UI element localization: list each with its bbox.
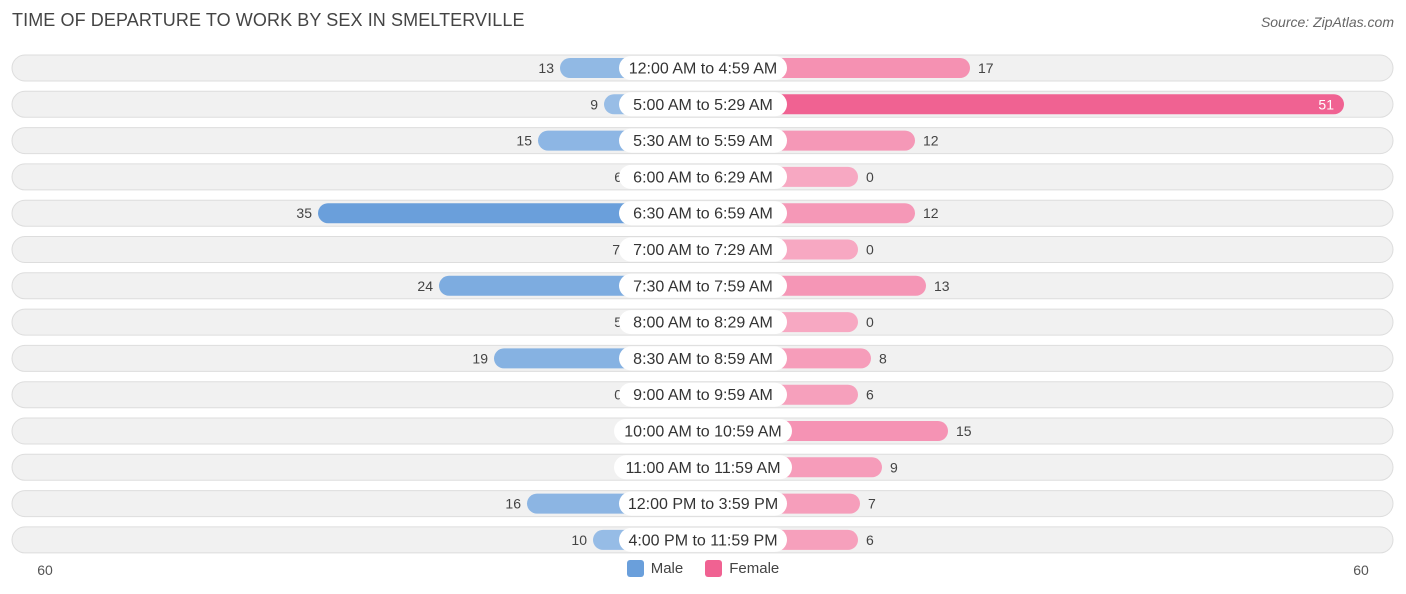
female-bar <box>703 94 1344 115</box>
female-value-label: 0 <box>866 242 874 258</box>
male-bar <box>318 203 703 224</box>
category-label: 12:00 PM to 3:59 PM <box>628 496 778 513</box>
male-value-label: 13 <box>538 60 554 76</box>
male-value-label: 35 <box>296 205 312 221</box>
legend-item-female[interactable]: Female <box>705 560 779 577</box>
male-value-label: 10 <box>571 532 587 548</box>
chart-title: TIME OF DEPARTURE TO WORK BY SEX IN SMEL… <box>12 10 525 30</box>
female-value-label: 6 <box>866 532 874 548</box>
category-label: 4:00 PM to 11:59 PM <box>628 532 777 549</box>
category-label: 9:00 AM to 9:59 AM <box>633 387 773 404</box>
male-value-label: 0 <box>614 387 622 403</box>
male-value-label: 16 <box>505 496 521 512</box>
legend-label-male: Male <box>650 560 684 577</box>
category-label-pill <box>619 128 787 153</box>
category-label: 5:00 AM to 5:29 AM <box>633 97 773 114</box>
female-value-label: 0 <box>866 314 874 330</box>
female-value-label: 13 <box>934 278 950 294</box>
category-label-pill <box>614 455 792 480</box>
category-label-pill <box>619 164 787 189</box>
female-value-label: 8 <box>879 350 887 366</box>
female-value-label: 51 <box>1318 96 1334 112</box>
male-value-label: 9 <box>590 96 598 112</box>
female-value-label: 17 <box>978 60 994 76</box>
category-label-pill <box>619 273 787 298</box>
male-value-label: 7 <box>612 242 620 258</box>
source-note: Source: ZipAtlas.com <box>1260 14 1394 30</box>
category-label-pill <box>619 346 787 371</box>
female-value-label: 12 <box>923 205 939 221</box>
category-label: 6:30 AM to 6:59 AM <box>633 206 773 223</box>
category-label-pill <box>619 237 787 262</box>
male-value-label: 24 <box>417 278 433 294</box>
female-value-label: 6 <box>866 387 874 403</box>
category-label: 8:30 AM to 8:59 AM <box>633 351 773 368</box>
legend-item-male[interactable]: Male <box>626 560 684 577</box>
category-label: 7:30 AM to 7:59 AM <box>633 278 773 295</box>
category-label-pill <box>619 92 787 117</box>
category-label-pill <box>619 56 787 80</box>
category-label-pill <box>614 419 792 443</box>
male-swatch <box>626 560 644 577</box>
legend-label-female: Female <box>729 560 780 577</box>
female-value-label: 0 <box>866 169 874 185</box>
category-label: 12:00 AM to 4:59 AM <box>629 61 778 78</box>
category-label: 10:00 AM to 10:59 AM <box>624 424 781 441</box>
legend: Male Female <box>0 560 1406 577</box>
category-label-pill <box>619 382 787 407</box>
category-label: 5:30 AM to 5:59 AM <box>633 133 773 150</box>
category-label-pill <box>619 201 787 226</box>
category-label-pill <box>619 527 787 552</box>
male-value-label: 19 <box>472 350 488 366</box>
axis-tick-left: 60 <box>37 562 53 578</box>
female-value-label: 15 <box>956 423 972 439</box>
category-label: 6:00 AM to 6:29 AM <box>633 169 773 186</box>
category-label-pill <box>619 310 787 335</box>
axis-tick-right: 60 <box>1353 562 1369 578</box>
female-value-label: 7 <box>868 496 876 512</box>
category-label: 8:00 AM to 8:29 AM <box>633 315 773 332</box>
female-value-label: 9 <box>890 459 898 475</box>
male-value-label: 5 <box>614 314 622 330</box>
male-value-label: 6 <box>614 169 622 185</box>
female-swatch <box>705 560 723 577</box>
category-label: 11:00 AM to 11:59 AM <box>625 460 780 477</box>
category-label: 7:00 AM to 7:29 AM <box>633 242 773 259</box>
category-label-pill <box>619 491 787 516</box>
female-value-label: 12 <box>923 133 939 149</box>
male-value-label: 15 <box>516 133 532 149</box>
